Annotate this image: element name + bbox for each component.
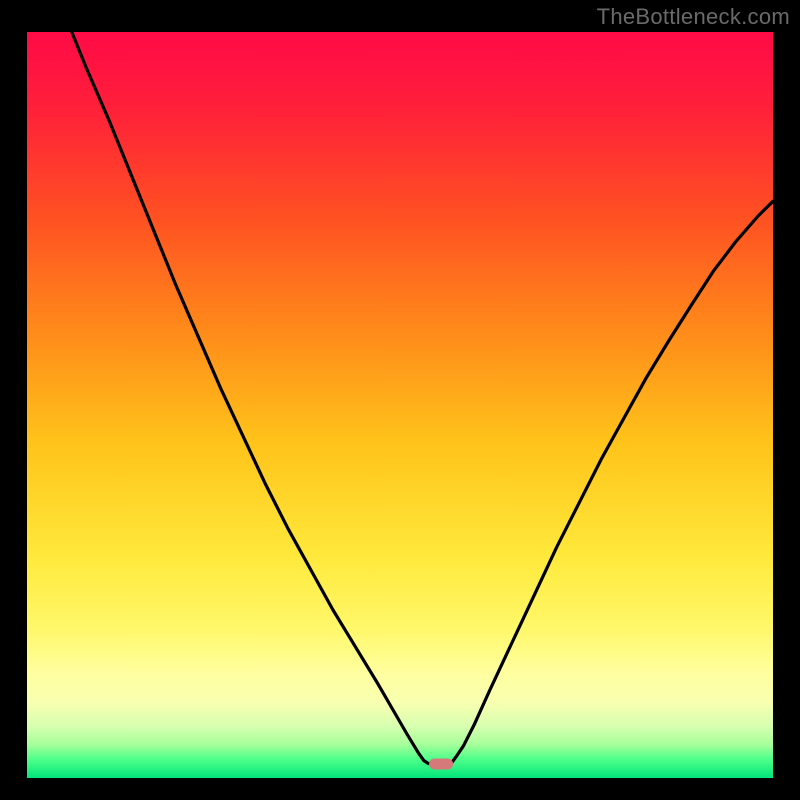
bottleneck-curve xyxy=(27,32,773,768)
plot-area xyxy=(27,32,773,768)
attribution-text: TheBottleneck.com xyxy=(597,4,790,30)
optimum-marker xyxy=(429,758,453,769)
